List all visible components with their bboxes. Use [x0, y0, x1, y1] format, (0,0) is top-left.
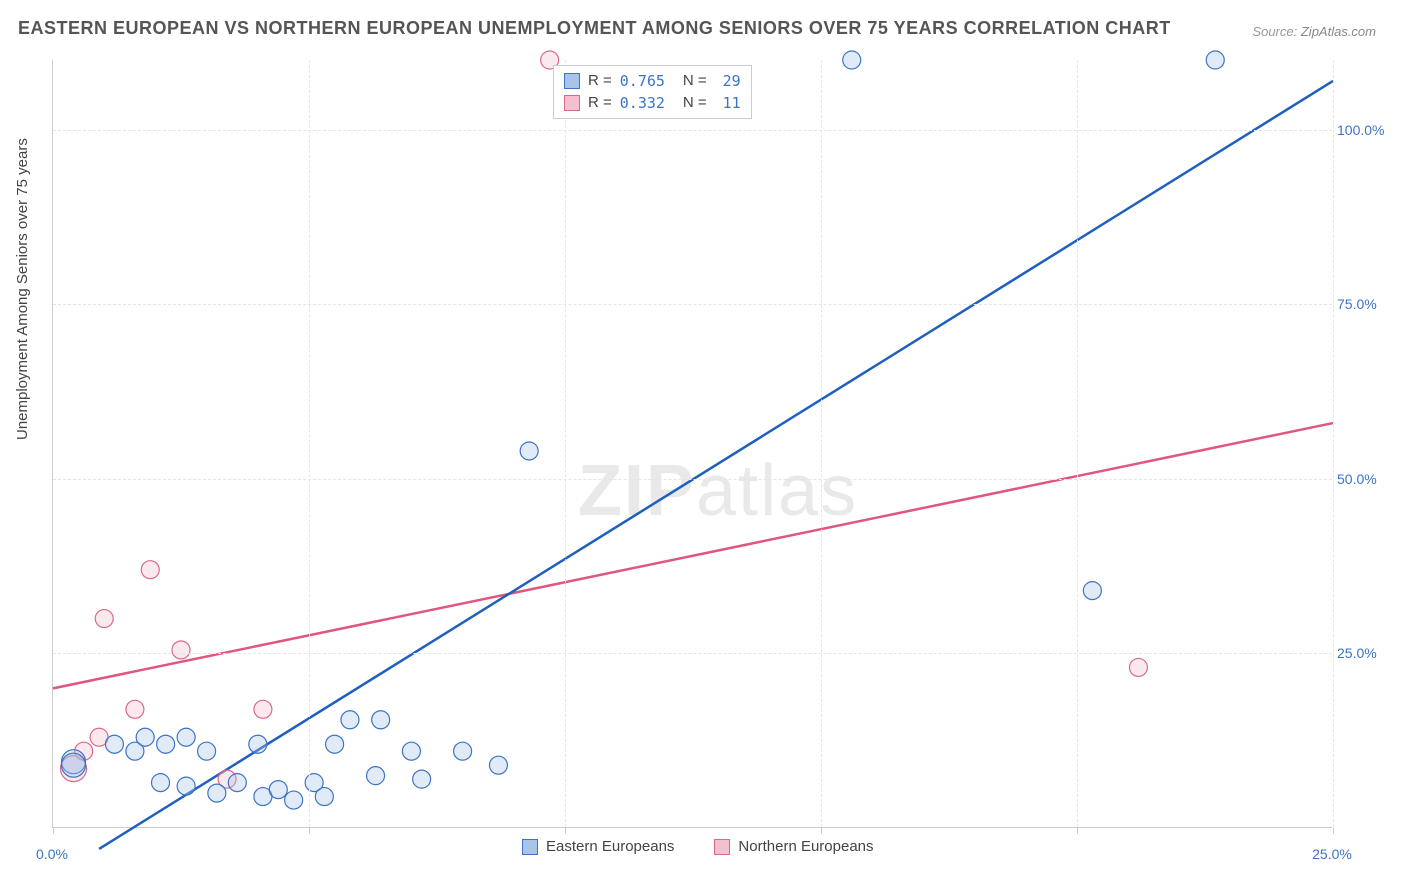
data-point-northern	[126, 700, 144, 718]
data-point-eastern	[177, 777, 195, 795]
legend-n-label: N =	[683, 92, 707, 114]
trend-line-eastern	[99, 81, 1333, 849]
data-point-eastern	[454, 742, 472, 760]
legend-r-value: 0.765	[620, 70, 665, 92]
data-point-eastern	[520, 442, 538, 460]
data-point-eastern	[249, 735, 267, 753]
y-tick-label: 100.0%	[1337, 122, 1392, 138]
source-attribution: Source: ZipAtlas.com	[1252, 24, 1376, 39]
data-point-eastern	[269, 781, 287, 799]
data-point-eastern	[367, 767, 385, 785]
data-point-northern	[254, 700, 272, 718]
legend-series-item-northern: Northern Europeans	[714, 838, 873, 855]
gridline-vertical	[1077, 60, 1078, 827]
legend-r-label: R =	[588, 92, 612, 114]
data-point-eastern	[285, 791, 303, 809]
trend-line-northern	[53, 423, 1333, 688]
legend-r-label: R =	[588, 70, 612, 92]
data-point-eastern	[177, 728, 195, 746]
legend-series: Eastern Europeans Northern Europeans	[522, 838, 874, 855]
data-point-northern	[141, 561, 159, 579]
data-point-eastern	[372, 711, 390, 729]
data-point-eastern	[61, 753, 85, 777]
data-point-eastern	[489, 756, 507, 774]
x-tick-mark	[565, 828, 566, 834]
data-point-northern	[172, 641, 190, 659]
data-point-eastern	[1206, 51, 1224, 69]
x-tick-mark	[1333, 828, 1334, 834]
legend-series-item-eastern: Eastern Europeans	[522, 838, 674, 855]
gridline-vertical	[309, 60, 310, 827]
legend-swatch-northern	[564, 95, 580, 111]
legend-r-value: 0.332	[620, 92, 665, 114]
chart-svg	[53, 60, 1332, 827]
y-tick-label: 25.0%	[1337, 645, 1392, 661]
data-point-eastern	[843, 51, 861, 69]
plot-area: ZIPatlas R =0.765N =29R =0.332N =11 25.0…	[52, 60, 1332, 828]
legend-stats: R = 0.765 N = 29 R = 0.332 N = 11	[553, 65, 752, 119]
data-point-eastern	[341, 711, 359, 729]
legend-series-label: Northern Europeans	[738, 838, 873, 855]
gridline-vertical	[1333, 60, 1334, 827]
gridline-horizontal	[53, 304, 1332, 305]
data-point-eastern	[326, 735, 344, 753]
legend-stats-row-northern: R = 0.332 N = 11	[564, 92, 741, 114]
data-point-eastern	[315, 788, 333, 806]
data-point-eastern	[105, 735, 123, 753]
legend-series-label: Eastern Europeans	[546, 838, 674, 855]
gridline-horizontal	[53, 130, 1332, 131]
legend-n-value: 11	[715, 92, 741, 114]
legend-swatch-eastern	[522, 839, 538, 855]
y-tick-label: 50.0%	[1337, 471, 1392, 487]
legend-n-value: 29	[715, 70, 741, 92]
data-point-northern	[95, 610, 113, 628]
legend-stats-row-eastern: R = 0.765 N = 29	[564, 70, 741, 92]
data-point-northern	[1129, 658, 1147, 676]
y-axis-title: Unemployment Among Seniors over 75 years	[14, 138, 31, 440]
x-tick-mark	[309, 828, 310, 834]
gridline-horizontal	[53, 479, 1332, 480]
x-tick-mark	[821, 828, 822, 834]
data-point-eastern	[152, 774, 170, 792]
data-point-eastern	[136, 728, 154, 746]
x-tick-label: 25.0%	[1312, 846, 1352, 862]
data-point-eastern	[198, 742, 216, 760]
data-point-eastern	[1083, 582, 1101, 600]
source-value: ZipAtlas.com	[1301, 24, 1376, 39]
gridline-vertical	[821, 60, 822, 827]
legend-n-label: N =	[683, 70, 707, 92]
y-tick-label: 75.0%	[1337, 296, 1392, 312]
data-point-eastern	[228, 774, 246, 792]
data-point-eastern	[208, 784, 226, 802]
legend-swatch-northern	[714, 839, 730, 855]
gridline-horizontal	[53, 653, 1332, 654]
data-point-eastern	[157, 735, 175, 753]
legend-swatch-eastern	[564, 73, 580, 89]
x-tick-mark	[53, 828, 54, 834]
x-tick-mark	[1077, 828, 1078, 834]
x-tick-label: 0.0%	[36, 846, 68, 862]
source-label: Source:	[1252, 24, 1297, 39]
chart-title: EASTERN EUROPEAN VS NORTHERN EUROPEAN UN…	[18, 18, 1171, 39]
data-point-eastern	[402, 742, 420, 760]
gridline-vertical	[565, 60, 566, 827]
data-point-eastern	[413, 770, 431, 788]
